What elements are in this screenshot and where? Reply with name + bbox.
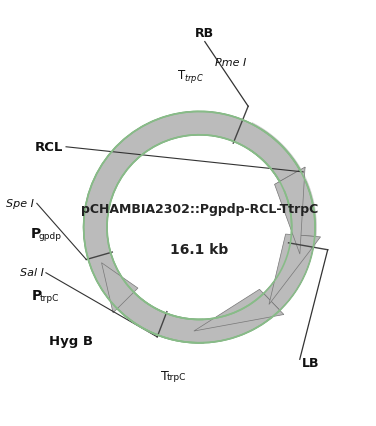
Text: T$_{trpC}$: T$_{trpC}$ bbox=[177, 68, 204, 85]
Text: 16.1 kb: 16.1 kb bbox=[170, 242, 229, 256]
Text: P: P bbox=[31, 288, 42, 302]
Text: RB: RB bbox=[195, 27, 214, 40]
Polygon shape bbox=[102, 263, 138, 313]
Text: Pme I: Pme I bbox=[215, 58, 246, 68]
Text: trpC: trpC bbox=[167, 372, 186, 381]
Text: gpdp: gpdp bbox=[39, 231, 62, 240]
Text: T: T bbox=[161, 369, 169, 382]
Polygon shape bbox=[275, 168, 305, 185]
Polygon shape bbox=[250, 131, 300, 182]
Text: trpC: trpC bbox=[39, 294, 59, 302]
Polygon shape bbox=[194, 290, 284, 331]
Text: Sal I: Sal I bbox=[20, 268, 44, 277]
Polygon shape bbox=[83, 112, 315, 343]
Polygon shape bbox=[117, 182, 315, 343]
Polygon shape bbox=[84, 112, 315, 339]
Polygon shape bbox=[241, 125, 315, 248]
Text: LB: LB bbox=[302, 356, 319, 369]
Text: Hyg B: Hyg B bbox=[49, 334, 93, 347]
Text: Spe I: Spe I bbox=[6, 199, 34, 209]
Polygon shape bbox=[274, 168, 305, 254]
Polygon shape bbox=[269, 234, 320, 305]
Polygon shape bbox=[83, 112, 300, 343]
Text: pCHAMBIA2302::Pgpdp-RCL-TtrpC: pCHAMBIA2302::Pgpdp-RCL-TtrpC bbox=[81, 203, 318, 216]
Text: P: P bbox=[30, 226, 41, 240]
Text: RCL: RCL bbox=[35, 141, 64, 154]
